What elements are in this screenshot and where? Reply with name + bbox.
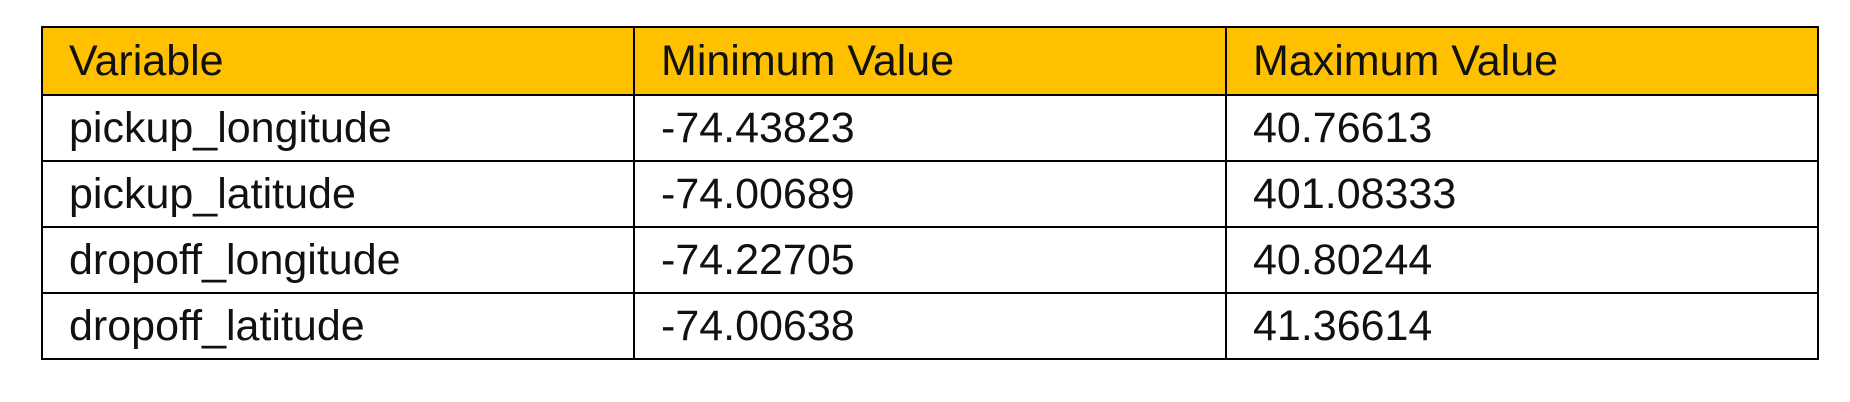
- table-row: dropoff_longitude -74.22705 40.80244: [41, 226, 1819, 294]
- cell-minimum-value: -74.43823: [633, 94, 1227, 162]
- cell-variable: dropoff_longitude: [41, 226, 635, 294]
- table-row: dropoff_latitude -74.00638 41.36614: [41, 292, 1819, 360]
- table-row: pickup_latitude -74.00689 401.08333: [41, 160, 1819, 228]
- cell-maximum-value: 401.08333: [1225, 160, 1819, 228]
- cell-maximum-value: 41.36614: [1225, 292, 1819, 360]
- cell-minimum-value: -74.00689: [633, 160, 1227, 228]
- header-row: Variable Minimum Value Maximum Value: [41, 26, 1819, 96]
- cell-maximum-value: 40.76613: [1225, 94, 1819, 162]
- header-minimum-value: Minimum Value: [633, 26, 1227, 96]
- cell-variable: pickup_longitude: [41, 94, 635, 162]
- table-body: pickup_longitude -74.43823 40.76613 pick…: [41, 94, 1819, 360]
- cell-variable: pickup_latitude: [41, 160, 635, 228]
- cell-minimum-value: -74.00638: [633, 292, 1227, 360]
- cell-minimum-value: -74.22705: [633, 226, 1227, 294]
- cell-variable: dropoff_latitude: [41, 292, 635, 360]
- header-variable: Variable: [41, 26, 635, 96]
- table-header: Variable Minimum Value Maximum Value: [41, 26, 1819, 96]
- header-maximum-value: Maximum Value: [1225, 26, 1819, 96]
- table-row: pickup_longitude -74.43823 40.76613: [41, 94, 1819, 162]
- cell-maximum-value: 40.80244: [1225, 226, 1819, 294]
- coordinate-range-table: Variable Minimum Value Maximum Value pic…: [41, 26, 1819, 360]
